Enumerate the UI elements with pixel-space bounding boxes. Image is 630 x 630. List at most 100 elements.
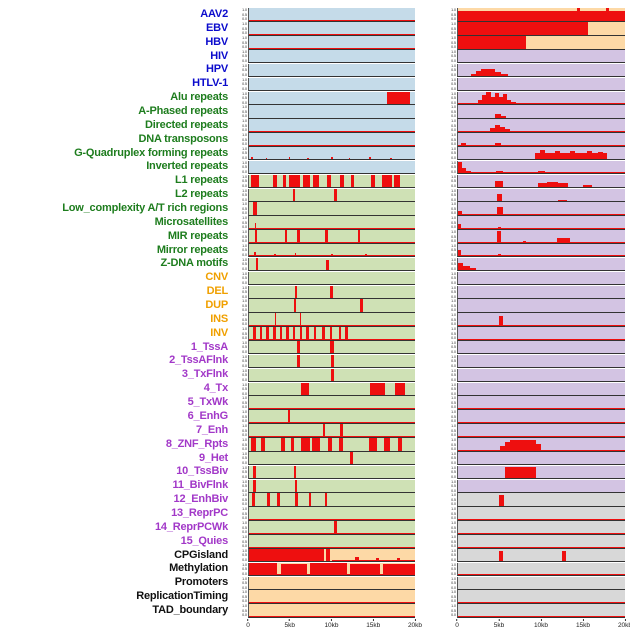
- row-label: INS: [210, 312, 228, 325]
- y-tick-label: 1.0: [451, 49, 456, 54]
- y-tick-label: 0.5: [451, 290, 456, 295]
- y-tick-label: 0.0: [242, 294, 247, 299]
- y-tick-label: 1.0: [451, 562, 456, 567]
- data-bar: [249, 20, 415, 21]
- y-tick-label: 1.0: [242, 327, 247, 332]
- y-tick-label: 0.0: [451, 322, 456, 327]
- data-bar: [249, 602, 415, 603]
- data-bar: [498, 226, 501, 229]
- y-tick-label: 0.0: [242, 433, 247, 438]
- y-tick-label: 1.0: [451, 368, 456, 373]
- track-row: A-Phased repeats 1.0 0.5 0.0 1.0 0.5 0.0: [2, 105, 625, 119]
- y-tick-label: 0.0: [242, 58, 247, 63]
- y-axis-ticks: 1.0 0.5 0.0: [232, 272, 248, 286]
- track-row: 14_ReprPCWk 1.0 0.5 0.0 1.0 0.5 0.0: [2, 521, 625, 535]
- y-tick-label: 1.0: [242, 354, 247, 359]
- y-tick-label: 1.0: [451, 382, 456, 387]
- data-bar: [331, 253, 333, 257]
- y-axis-ticks: 1.0 0.5 0.0: [415, 286, 457, 300]
- y-tick-label: 0.5: [451, 594, 456, 599]
- track-panel-left: [248, 576, 415, 591]
- track-panel-left: [248, 49, 415, 64]
- data-bar: [494, 92, 499, 105]
- y-tick-label: 0.5: [451, 54, 456, 59]
- data-bar: [274, 313, 277, 326]
- data-bar: [297, 230, 300, 243]
- data-bar: [292, 188, 296, 202]
- data-bar: [266, 327, 269, 340]
- y-tick-label: 1.0: [451, 216, 456, 221]
- row-label: L2 repeats: [174, 188, 228, 201]
- track-panel-right: [457, 49, 625, 64]
- row-label: MIR repeats: [167, 229, 228, 242]
- track-panel-left: [248, 202, 415, 216]
- data-bar: [293, 465, 297, 479]
- y-tick-label: 0.0: [451, 336, 456, 341]
- y-axis-ticks: 1.0 0.5 0.0: [232, 328, 248, 341]
- data-bar: [482, 94, 487, 105]
- y-axis-ticks: 1.0 0.5 0.0: [232, 189, 248, 203]
- data-bar: [331, 354, 334, 368]
- track-row: ReplicationTiming 1.0 0.5 0.0 1.0 0.5 0.0: [2, 590, 625, 604]
- data-bar: [499, 445, 505, 451]
- track-panel-left: [248, 548, 415, 563]
- track-panel-left: [248, 521, 415, 535]
- track-panel-right: [457, 382, 625, 397]
- row-label: 3_TxFlnk: [181, 368, 228, 381]
- y-tick-label: 0.5: [451, 373, 456, 378]
- data-bar: [283, 174, 287, 188]
- y-tick-label: 0.0: [451, 405, 456, 410]
- data-bar: [369, 157, 371, 160]
- y-axis-ticks: 1.0 0.5 0.0: [232, 258, 248, 272]
- y-tick-label: 0.5: [451, 68, 456, 73]
- data-bar: [322, 327, 325, 340]
- y-tick-label: 1.0: [242, 604, 247, 609]
- track-row: MIR repeats 1.0 0.5 0.0 1.0 0.5 0.0: [2, 230, 625, 244]
- y-axis-ticks: 1.0 0.5 0.0: [232, 23, 248, 36]
- y-tick-label: 1.0: [451, 507, 456, 512]
- y-axis-ticks: 1.0 0.5 0.0: [415, 425, 457, 438]
- data-bar: [394, 174, 401, 188]
- data-bar: [503, 94, 508, 105]
- y-tick-label: 1.0: [451, 299, 456, 304]
- data-bar: [368, 438, 377, 451]
- data-bar: [301, 382, 309, 396]
- y-tick-label: 0.5: [242, 26, 247, 31]
- y-tick-label: 0.5: [242, 456, 247, 461]
- y-tick-label: 0.0: [451, 100, 456, 105]
- data-bar: [494, 124, 500, 132]
- data-bar: [297, 340, 301, 354]
- y-tick-label: 0.5: [242, 96, 247, 101]
- data-bar: [469, 268, 477, 271]
- track-row: 8_ZNF_Rpts 1.0 0.5 0.0 1.0 0.5 0.0: [2, 438, 625, 452]
- y-tick-label: 1.0: [242, 243, 247, 248]
- data-bar: [501, 116, 507, 118]
- data-bar: [458, 602, 625, 603]
- y-tick-label: 1.0: [451, 77, 456, 82]
- y-tick-label: 1.0: [451, 63, 456, 68]
- data-bar: [253, 479, 256, 493]
- data-bar: [249, 407, 415, 409]
- track-row: INV 1.0 0.5 0.0 1.0 0.5 0.0: [2, 327, 625, 341]
- y-tick-label: 0.0: [451, 447, 456, 451]
- y-tick-label: 0.5: [451, 553, 456, 558]
- data-bar: [273, 174, 278, 188]
- track-rows: AAV2 1.0 0.5 0.0 1.0 0.5 0.0 EBV 1.0 0.5 0.0 1.0 0.5…: [2, 8, 625, 618]
- data-bar: [267, 493, 270, 506]
- data-bar: [331, 368, 334, 382]
- y-tick-label: 0.5: [242, 262, 247, 267]
- data-bar: [251, 157, 254, 160]
- track-panel-left: [248, 479, 415, 494]
- track-panel-right: [457, 576, 625, 591]
- y-axis-ticks: 1.0 0.5 0.0: [232, 92, 248, 106]
- data-bar: [504, 466, 537, 479]
- row-label: HBV: [205, 35, 228, 48]
- data-bar: [458, 211, 463, 215]
- data-bar: [357, 230, 361, 243]
- track-row: G-Quadruplex forming repeats 1.0 0.5 0.0 1.0…: [2, 147, 625, 161]
- data-bar: [498, 253, 502, 257]
- y-axis-ticks: 1.0 0.5 0.0: [415, 328, 457, 341]
- y-tick-label: 0.0: [242, 142, 247, 147]
- data-bar: [284, 230, 288, 243]
- data-bar: [306, 327, 309, 340]
